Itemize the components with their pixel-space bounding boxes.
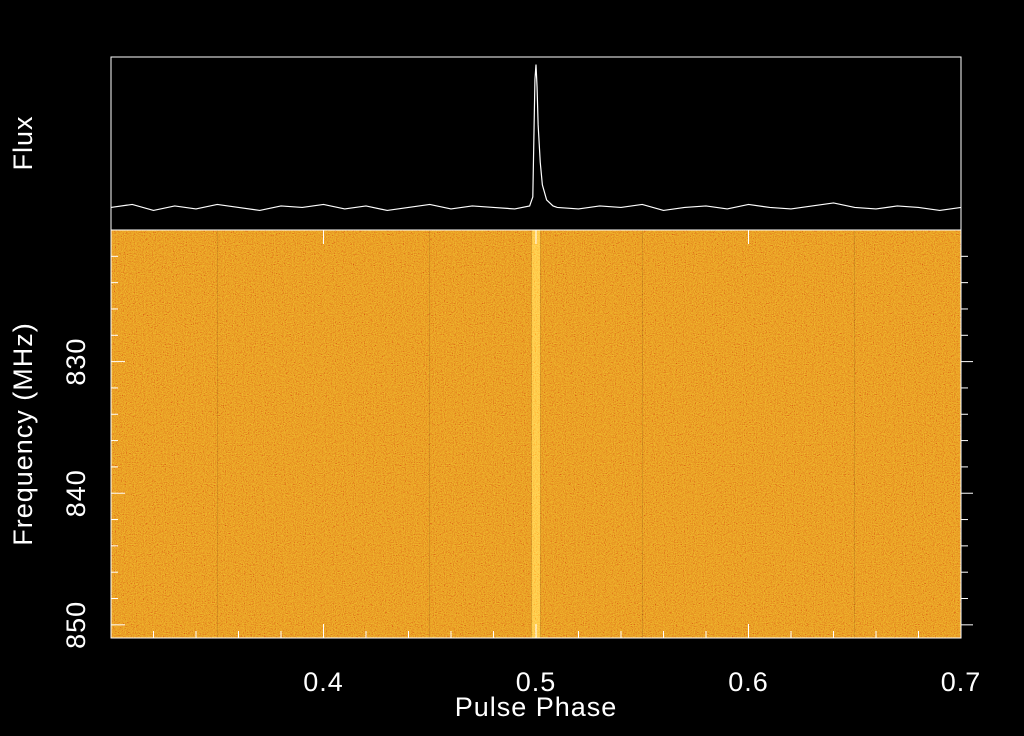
noise-texture xyxy=(111,230,961,638)
y-tick-label: 850 xyxy=(61,601,91,649)
x-axis-label: Pulse Phase xyxy=(455,692,618,722)
x-tick-label: 0.6 xyxy=(728,667,769,697)
x-tick-label: 0.4 xyxy=(303,667,344,697)
y-axis-label: Flux xyxy=(8,115,38,170)
y-tick-label: 840 xyxy=(61,469,91,517)
x-tick-label: 0.7 xyxy=(941,667,982,697)
flux-line xyxy=(110,64,962,212)
y-axis-label: Frequency (MHz) xyxy=(8,322,38,546)
profile-frame xyxy=(110,56,962,231)
x-tick-label: 0.5 xyxy=(516,667,557,697)
y-tick-label: 830 xyxy=(61,338,91,386)
